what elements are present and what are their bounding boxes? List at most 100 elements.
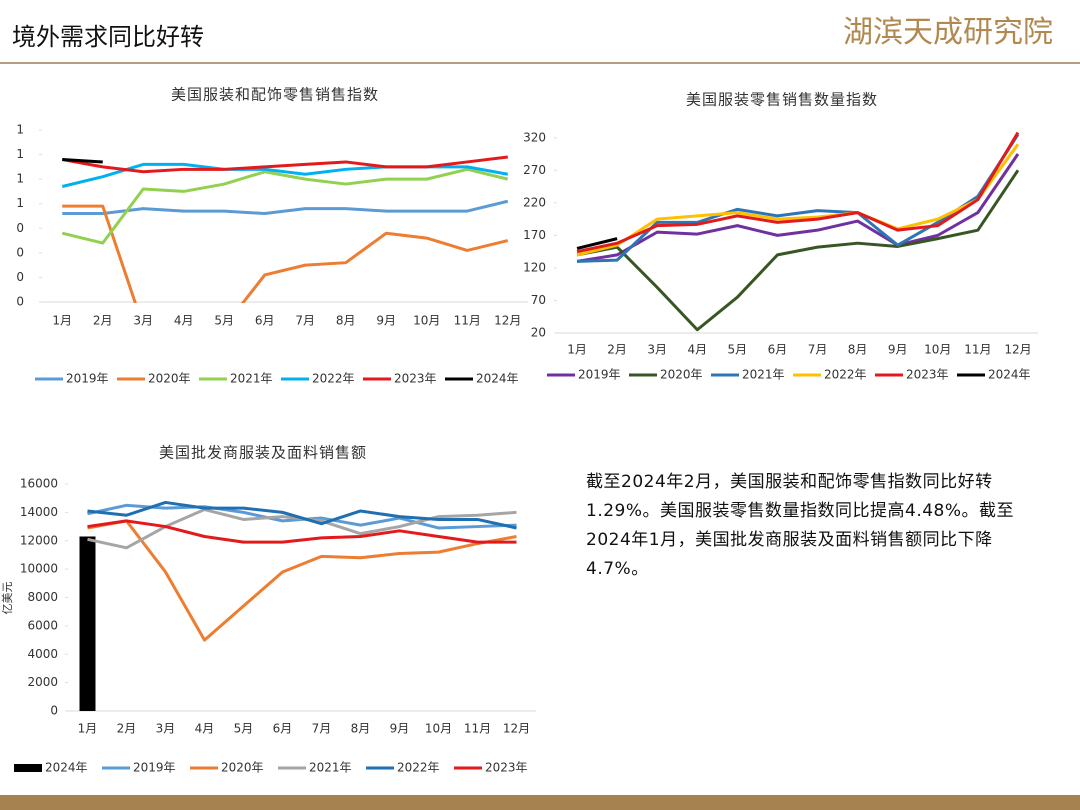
y-tick-label: 1 xyxy=(16,172,24,186)
x-tick-label: 9月 xyxy=(376,314,396,328)
y-tick-label: 16000 xyxy=(20,477,58,491)
y-tick-label: 0 xyxy=(50,704,58,718)
y-tick-label: 1 xyxy=(16,123,24,137)
x-tick-label: 10月 xyxy=(413,314,440,328)
legend-label: 2019年 xyxy=(578,368,621,382)
x-tick-label: 11月 xyxy=(464,722,491,736)
x-tick-label: 1月 xyxy=(567,343,587,357)
legend-label: 2024年 xyxy=(45,761,88,775)
x-tick-label: 7月 xyxy=(312,722,332,736)
legend-label: 2021年 xyxy=(309,761,352,775)
chart-title: 美国服装和配饰零售销售指数 xyxy=(171,86,379,104)
legend-label: 2020年 xyxy=(660,368,703,382)
logo-box xyxy=(838,14,1058,54)
series-line xyxy=(87,500,517,530)
x-tick-label: 6月 xyxy=(768,343,788,357)
x-tick-label: 9月 xyxy=(390,722,410,736)
x-tick-label: 7月 xyxy=(295,314,315,328)
series-line xyxy=(62,204,509,303)
series-line xyxy=(576,153,1020,263)
chart-title: 美国服装零售销售数量指数 xyxy=(686,91,878,109)
x-tick-label: 4月 xyxy=(195,722,215,736)
legend-label: 2024年 xyxy=(988,368,1031,382)
legend-label: 2024年 xyxy=(476,372,519,386)
series-line xyxy=(87,519,517,544)
series-line xyxy=(61,167,509,245)
legend-label: 2021年 xyxy=(230,372,273,386)
x-tick-label: 5月 xyxy=(234,722,254,736)
note: 截至2024年2月，美国服装和配饰零售指数同比好转1.29%。美国服装零售数量指… xyxy=(586,472,1015,579)
x-tick-label: 4月 xyxy=(687,343,707,357)
legend-label: 2021年 xyxy=(742,368,785,382)
y-tick-label: 2000 xyxy=(27,675,58,689)
y-tick-label: 270 xyxy=(523,163,546,177)
y-tick-label: 320 xyxy=(523,130,546,144)
x-tick-label: 1月 xyxy=(78,722,98,736)
series-line xyxy=(576,237,618,250)
legend-swatch xyxy=(14,764,42,772)
x-tick-label: 11月 xyxy=(454,314,481,328)
y-tick-label: 8000 xyxy=(27,590,58,604)
slide-title: 境外需求同比好转 xyxy=(12,23,204,51)
x-tick-label: 8月 xyxy=(351,722,371,736)
legend-label: 2023年 xyxy=(906,368,949,382)
x-tick-label: 12月 xyxy=(1004,343,1031,357)
series-line xyxy=(62,157,103,164)
series-line xyxy=(87,519,517,642)
x-tick-label: 10月 xyxy=(924,343,951,357)
y-tick-label: 12000 xyxy=(20,533,58,547)
legend-label: 2020年 xyxy=(148,372,191,386)
footer-bar xyxy=(0,795,1080,810)
x-tick-label: 7月 xyxy=(808,343,828,357)
logo: 湖滨天成研究院 xyxy=(843,15,1053,50)
y-tick-label: 0 xyxy=(16,295,24,309)
series-line xyxy=(576,169,1020,332)
x-tick-label: 4月 xyxy=(174,314,194,328)
legend-label: 2022年 xyxy=(397,761,440,775)
series-line xyxy=(62,199,509,216)
y-tick-label: 120 xyxy=(523,260,546,274)
x-tick-label: 3月 xyxy=(647,343,667,357)
x-tick-label: 3月 xyxy=(156,722,176,736)
y-tick-label: 1 xyxy=(16,196,24,210)
legend-label: 2023年 xyxy=(485,761,528,775)
y-axis-title: 亿美元 xyxy=(1,582,14,615)
x-tick-label: 10月 xyxy=(425,722,452,736)
y-tick-label: 220 xyxy=(523,195,546,209)
x-tick-label: 6月 xyxy=(273,722,293,736)
y-tick-label: 4000 xyxy=(27,647,58,661)
series-line xyxy=(576,131,1020,254)
legend-label: 2023年 xyxy=(394,372,437,386)
y-tick-label: 6000 xyxy=(27,618,58,632)
y-tick-label: 0 xyxy=(16,245,24,259)
legend-label: 2022年 xyxy=(824,368,867,382)
y-tick-label: 10000 xyxy=(20,562,58,576)
series-line xyxy=(576,143,1020,257)
series-line xyxy=(61,155,508,174)
x-tick-label: 8月 xyxy=(336,314,356,328)
legend-label: 2019年 xyxy=(66,372,109,386)
legend-label: 2020年 xyxy=(221,761,264,775)
y-tick-label: 170 xyxy=(523,228,546,242)
y-tick-label: 20 xyxy=(531,326,546,340)
x-tick-label: 8月 xyxy=(848,343,868,357)
bar xyxy=(79,536,96,711)
y-tick-label: 0 xyxy=(16,270,24,284)
chart-title: 美国批发商服装及面料销售额 xyxy=(159,444,367,462)
y-tick-label: 70 xyxy=(531,293,546,307)
x-tick-label: 12月 xyxy=(494,314,521,328)
x-tick-label: 5月 xyxy=(214,314,234,328)
x-tick-label: 2月 xyxy=(93,314,113,328)
x-tick-label: 9月 xyxy=(888,343,908,357)
x-tick-label: 11月 xyxy=(964,343,991,357)
x-tick-label: 2月 xyxy=(607,343,627,357)
x-tick-label: 3月 xyxy=(133,314,153,328)
y-tick-label: 1 xyxy=(16,147,24,161)
x-tick-label: 12月 xyxy=(503,722,530,736)
x-tick-label: 1月 xyxy=(52,314,72,328)
x-tick-label: 5月 xyxy=(728,343,748,357)
y-tick-label: 14000 xyxy=(20,505,58,519)
series-line xyxy=(576,133,1020,263)
